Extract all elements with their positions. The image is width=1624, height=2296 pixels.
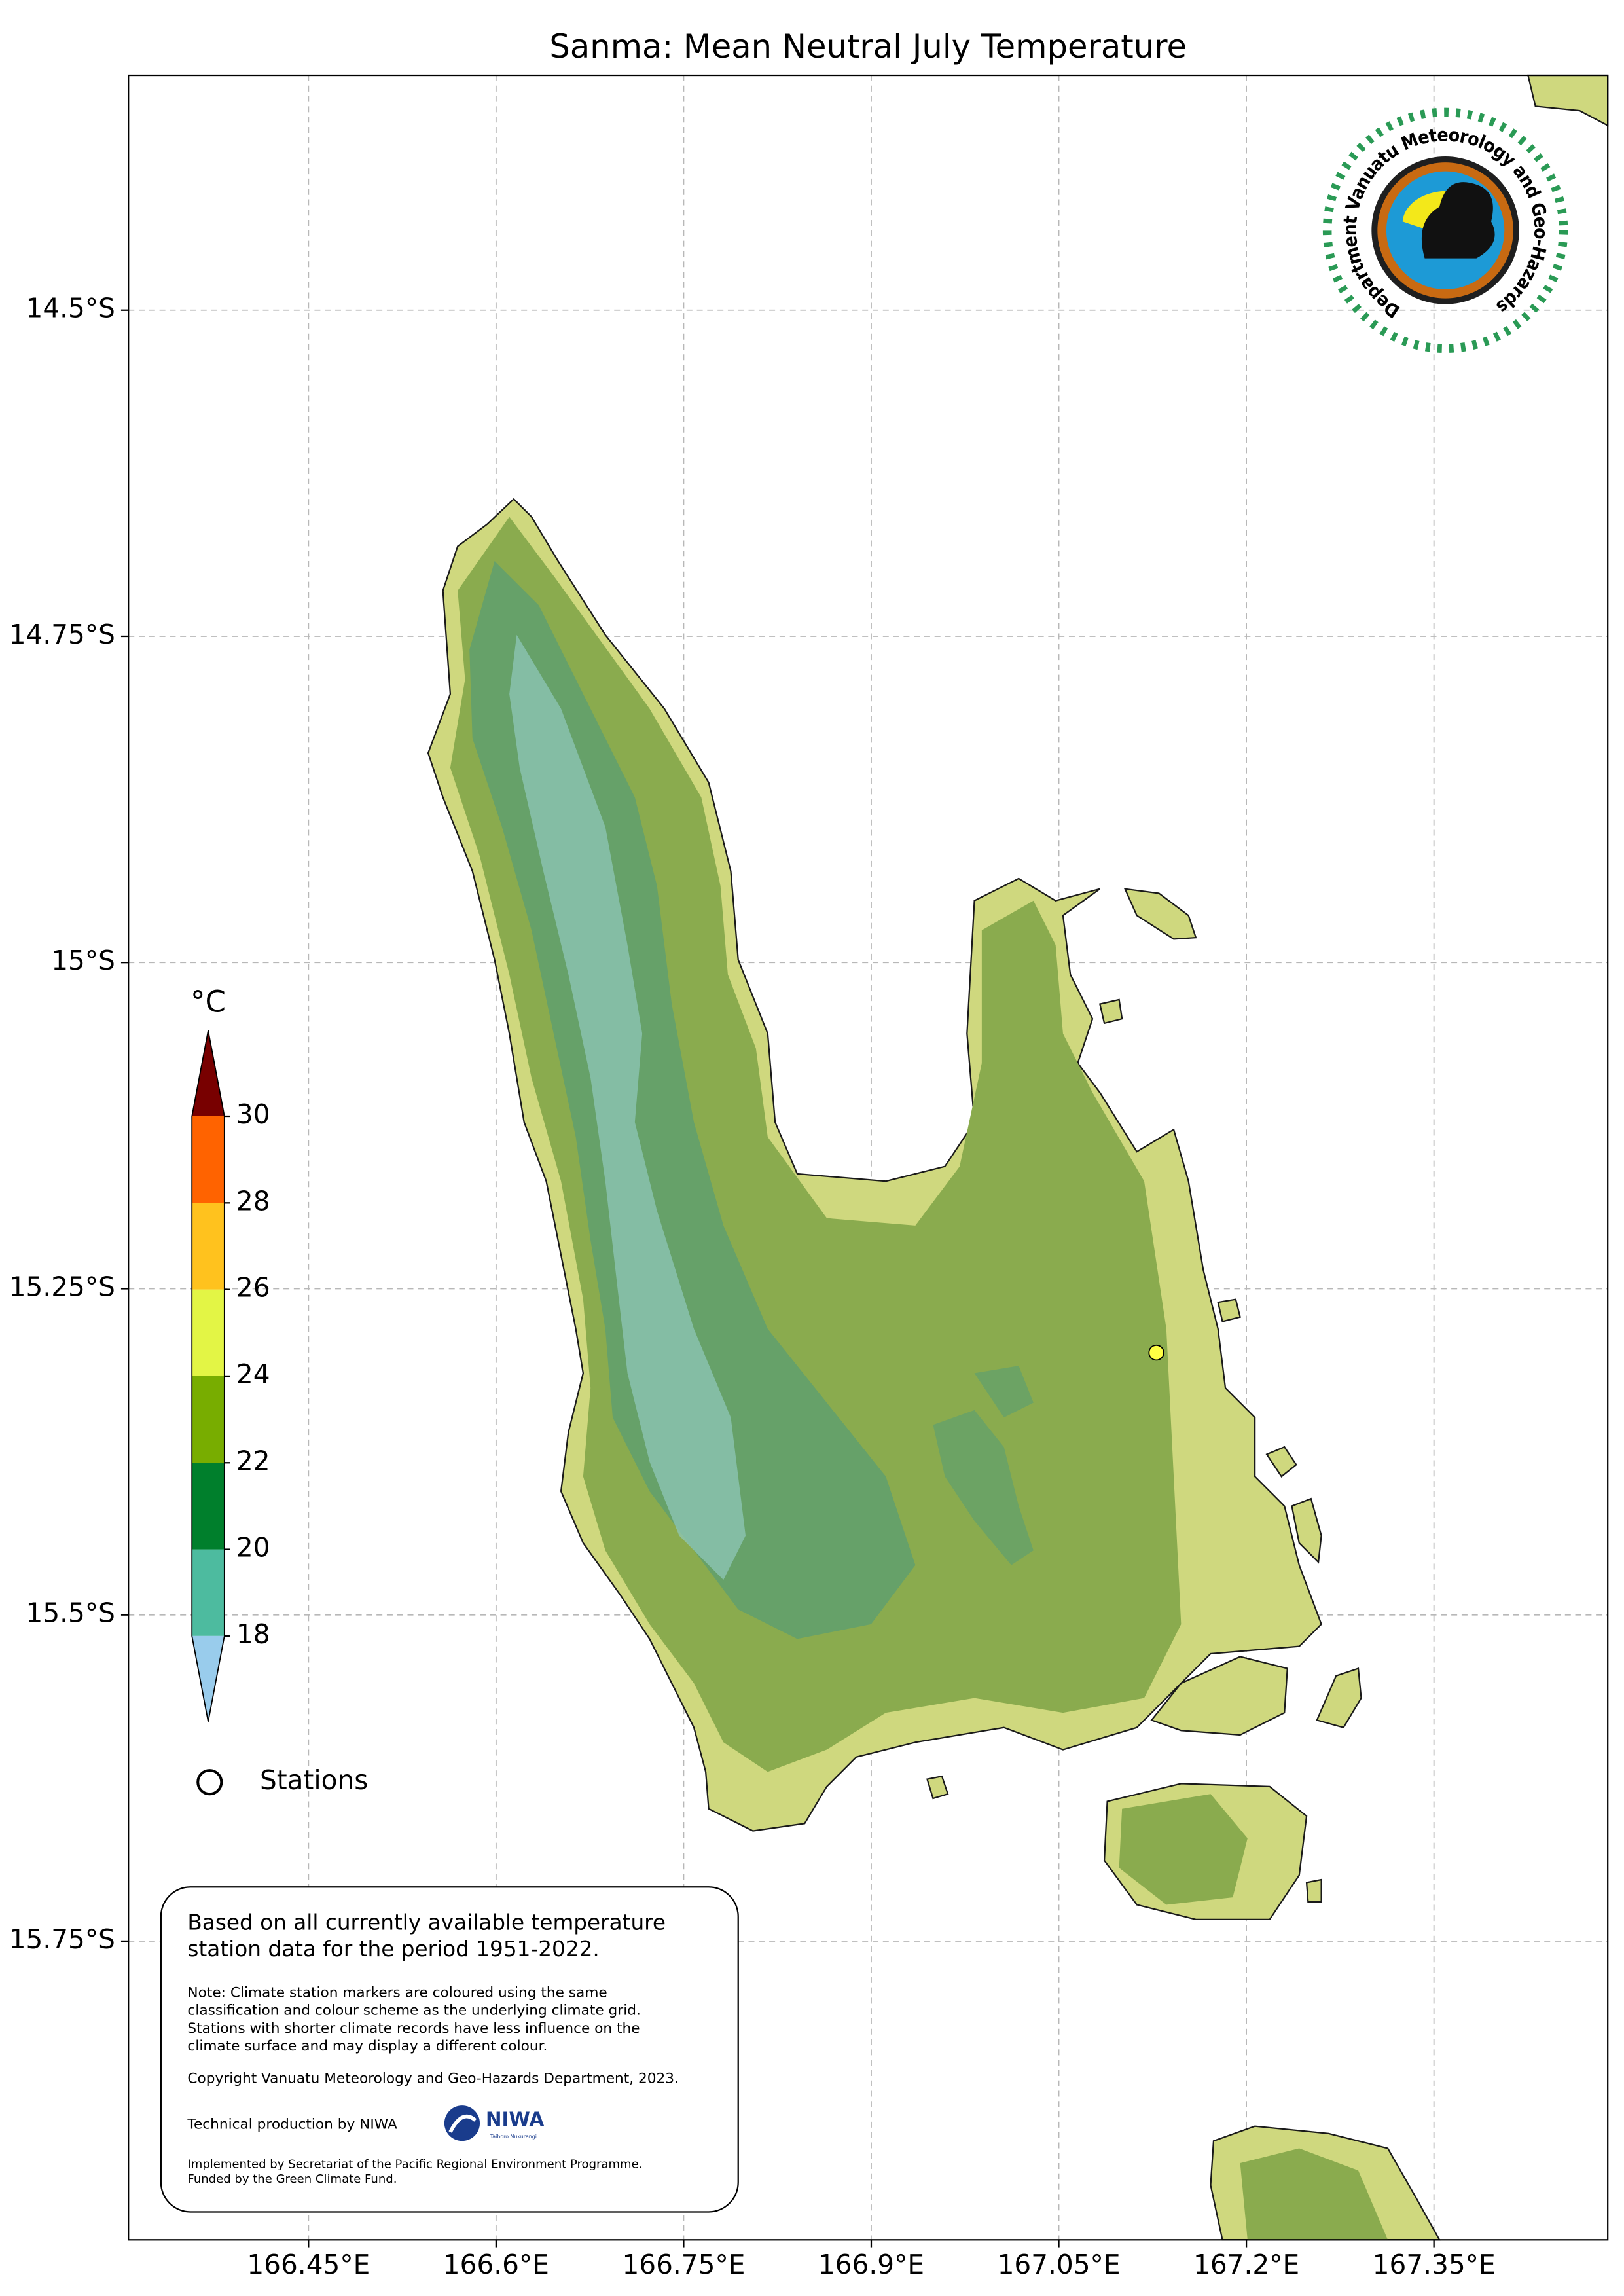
x-tick-label: 166.9°E [818,2249,924,2280]
highland [933,1410,1034,1565]
y-tick-label: 15.75°S [9,1923,115,1955]
info-copyright: Copyright Vanuatu Meteorology and Geo-Ha… [187,2070,679,2086]
x-tick-label: 167.05°E [998,2249,1121,2280]
colorbar-tick-label: 30 [236,1099,270,1130]
info-frame [160,1886,739,2213]
info-funding: Funded by the Green Climate Fund. [187,2172,397,2186]
info-production: Technical production by NIWA [187,2116,397,2132]
info-note: classification and colour scheme as the … [187,2003,640,2019]
info-summary: Based on all currently available tempera… [187,1910,666,1935]
info-note: climate surface and may display a differ… [187,2038,547,2054]
colorbar-tick-label: 24 [236,1358,270,1390]
x-tick-label: 167.35°E [1373,2249,1496,2280]
niwa-logo-subtext: Taihoro Nukurangi [490,2134,537,2140]
title: Sanma: Mean Neutral July Temperature [549,27,1187,65]
colorbar-tick-label: 26 [236,1272,270,1303]
niwa-emblem [444,2105,480,2141]
legend: Stations [196,1764,368,1796]
colorbar-extend-over [192,1030,225,1117]
colorbar-tick-label: 20 [236,1532,270,1563]
island [1217,1298,1241,1322]
inland [1119,1794,1248,1905]
inland [1240,2148,1388,2240]
island [1150,1656,1288,1736]
colorbar: °C 18 20 22 24 26 28 30 [190,985,270,1722]
info-note: Note: Climate station markers are colour… [187,1985,607,2001]
logo: Department Vanuatu Meteorology and Geo-H… [1322,107,1568,354]
x-tick-label: 167.2°E [1193,2249,1299,2280]
colorbar-segment [192,1116,225,1203]
colorbar-tick-label: 18 [236,1618,270,1650]
colorbar-unit: °C [190,985,226,1019]
niwa-swirl [448,2114,477,2133]
stations [1148,1344,1164,1361]
niwa-logo-text: NIWA [486,2108,544,2130]
land [427,74,1609,2241]
info-summary: station data for the period 1951-2022. [187,1937,599,1961]
colorbar-tick-label: 22 [236,1445,270,1476]
y-tick-label: 14.5°S [26,293,115,324]
info-note: Stations with shorter climate records ha… [187,2020,640,2037]
grid [128,75,1608,2240]
colorbar-segment [192,1289,225,1376]
island [926,1775,949,1800]
y-tick-label: 15.5°S [26,1597,115,1629]
island [1123,888,1197,940]
legend-marker [196,1769,223,1796]
map-frame [128,74,1609,2241]
y-tick-label: 15.25°S [9,1271,115,1302]
axes: 166.45°E 166.6°E 166.75°E 166.9°E 167.05°E 16… [9,74,1609,2280]
colorbar-segment [192,1203,225,1290]
island [1265,1446,1297,1478]
colorbar-segment [192,1549,225,1636]
info-box: Based on all currently available tempera… [160,1886,739,2213]
island [1316,1667,1362,1729]
y-tick-label: 15°S [51,945,115,976]
summit [509,634,746,1580]
island [1305,1878,1322,1903]
legend-label: Stations [260,1764,368,1796]
station [1148,1344,1164,1361]
y-tick-label: 14.75°S [9,619,115,650]
x-tick-label: 166.75°E [622,2249,745,2280]
colorbar-tick-label: 28 [236,1185,270,1216]
highland [974,1366,1034,1418]
island [1098,998,1123,1025]
colorbar-segment [192,1463,225,1550]
info-funding: Implemented by Secretariat of the Pacifi… [187,2157,642,2171]
x-tick-label: 166.6°E [443,2249,549,2280]
colorbar-extend-under [192,1635,225,1722]
logo-cloud [1421,182,1495,259]
colorbar-segment [192,1376,225,1463]
island [1291,1497,1322,1564]
wreath [1322,107,1568,354]
x-tick-label: 166.45°E [247,2249,370,2280]
